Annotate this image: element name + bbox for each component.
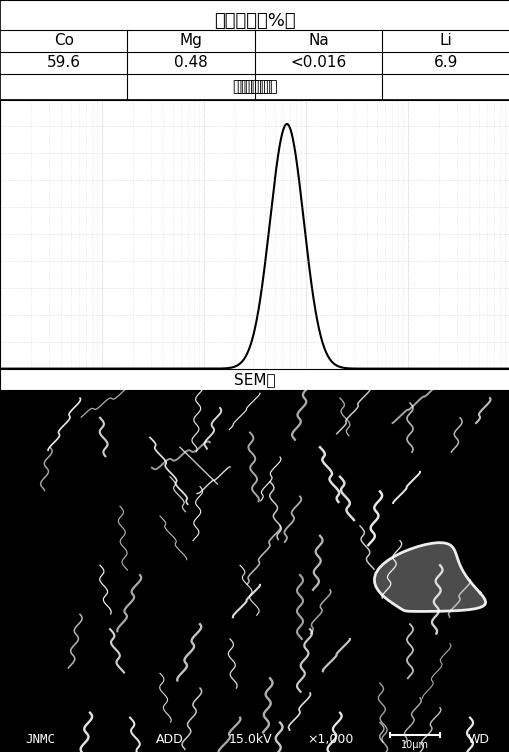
Text: Li: Li bbox=[439, 33, 452, 48]
Bar bbox=[0, 727, 509, 752]
Text: WD: WD bbox=[467, 733, 489, 746]
Polygon shape bbox=[374, 543, 485, 611]
Text: SEM图: SEM图 bbox=[234, 372, 275, 387]
Text: 59.6: 59.6 bbox=[47, 55, 80, 70]
Text: 0.48: 0.48 bbox=[174, 55, 208, 70]
X-axis label: 粒度（μm）: 粒度（μm） bbox=[227, 398, 282, 412]
Text: <0.016: <0.016 bbox=[290, 55, 346, 70]
Text: 15.0kV: 15.0kV bbox=[228, 733, 271, 746]
Bar bbox=[0, 368, 509, 390]
Text: 10μm: 10μm bbox=[400, 740, 428, 750]
Text: Mg: Mg bbox=[180, 33, 202, 48]
Text: Na: Na bbox=[308, 33, 328, 48]
Text: 化学含量（%）: 化学含量（%） bbox=[214, 12, 295, 30]
Text: Co: Co bbox=[53, 33, 74, 48]
Text: 6.9: 6.9 bbox=[433, 55, 458, 70]
Text: JNMC: JNMC bbox=[25, 733, 55, 746]
Text: 激光粒度图: 激光粒度图 bbox=[232, 79, 277, 94]
Text: ADD: ADD bbox=[156, 733, 184, 746]
FancyBboxPatch shape bbox=[0, 0, 509, 99]
Text: 粒度分布: 粒度分布 bbox=[236, 79, 273, 94]
Text: ×1,000: ×1,000 bbox=[306, 733, 353, 746]
